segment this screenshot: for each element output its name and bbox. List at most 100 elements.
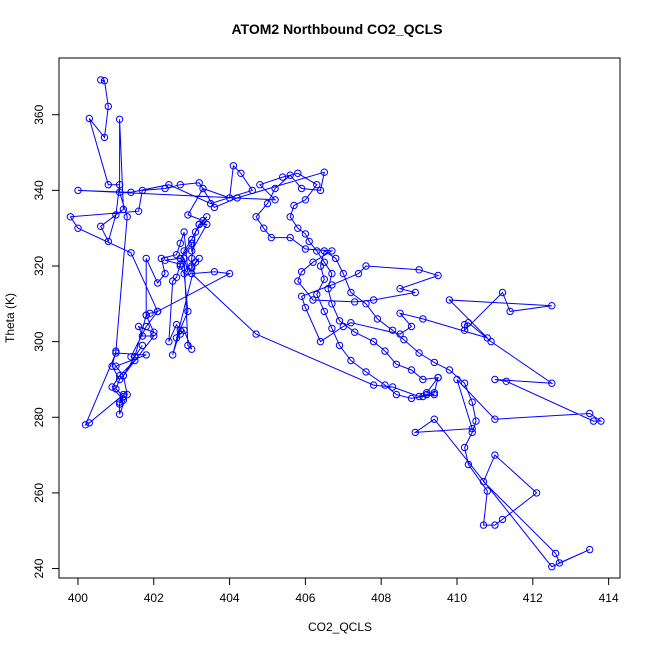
data-point <box>362 300 370 308</box>
data-point <box>430 358 438 367</box>
data-point <box>430 415 438 423</box>
data-point <box>180 247 188 255</box>
data-point <box>188 247 196 255</box>
data-point <box>362 368 370 376</box>
data-point <box>210 203 219 212</box>
data-series <box>66 76 605 571</box>
data-point <box>176 330 185 338</box>
data-point <box>460 379 469 387</box>
data-point <box>180 326 188 334</box>
data-point <box>169 351 177 359</box>
data-point <box>313 181 321 189</box>
data-point <box>108 362 116 370</box>
data-point <box>138 332 147 340</box>
data-point <box>161 269 169 278</box>
data-point <box>165 181 173 189</box>
data-point <box>335 341 344 350</box>
data-point <box>184 268 192 276</box>
data-point <box>180 254 188 263</box>
y-tick-label: 360 <box>32 104 46 124</box>
data-point <box>123 213 131 221</box>
data-point <box>165 337 173 346</box>
data-point <box>430 389 438 397</box>
data-point <box>119 390 128 399</box>
data-point <box>491 451 499 459</box>
data-point <box>453 375 461 384</box>
x-tick-label: 400 <box>68 591 88 605</box>
x-tick-label: 412 <box>523 591 543 605</box>
data-point <box>407 366 416 374</box>
data-point <box>491 375 499 384</box>
data-point <box>153 279 162 287</box>
data-point <box>445 296 454 304</box>
data-point <box>548 379 556 387</box>
data-point <box>460 326 469 334</box>
data-point <box>176 260 185 268</box>
data-point <box>434 271 442 280</box>
data-point <box>134 207 143 215</box>
data-point <box>100 133 109 142</box>
data-point <box>373 315 382 323</box>
data-point <box>199 216 207 225</box>
data-point <box>225 194 234 202</box>
data-point <box>172 320 181 329</box>
x-tick-label: 410 <box>447 591 467 605</box>
data-point <box>351 328 359 336</box>
data-point <box>142 322 150 331</box>
data-point <box>491 415 499 423</box>
data-point <box>97 222 105 231</box>
data-point <box>415 266 423 274</box>
data-point <box>161 184 169 193</box>
data-point <box>66 213 75 221</box>
data-point <box>115 375 124 384</box>
data-point <box>423 389 431 397</box>
data-point <box>392 360 401 368</box>
data-point <box>586 545 594 554</box>
data-point <box>339 322 347 331</box>
data-point <box>119 392 128 401</box>
data-point <box>191 228 200 236</box>
data-point <box>256 181 264 189</box>
data-point <box>419 392 427 401</box>
data-point <box>172 334 181 342</box>
data-point <box>176 254 185 263</box>
data-point <box>430 390 438 399</box>
x-tick-label: 408 <box>371 591 391 605</box>
data-point <box>74 186 82 195</box>
data-point <box>445 366 454 374</box>
y-tick-label: 240 <box>32 558 46 578</box>
data-point <box>104 181 113 189</box>
data-point <box>153 307 162 316</box>
data-point <box>176 239 185 248</box>
data-point <box>172 273 181 281</box>
data-point <box>362 262 370 270</box>
data-point <box>423 390 431 399</box>
data-point <box>191 258 200 266</box>
data-point <box>320 307 328 316</box>
data-point <box>597 417 605 425</box>
data-point <box>316 337 325 346</box>
data-point <box>415 392 423 401</box>
data-point <box>316 186 325 195</box>
y-tick-label: 300 <box>32 331 46 351</box>
data-point <box>127 188 135 197</box>
data-point <box>188 239 196 248</box>
data-point <box>184 341 192 350</box>
data-point <box>142 311 150 319</box>
data-point <box>169 277 177 285</box>
data-point <box>146 309 154 317</box>
data-point <box>468 398 476 406</box>
data-point <box>172 251 181 259</box>
data-point <box>142 351 150 359</box>
data-point <box>161 256 169 264</box>
data-point <box>301 303 310 312</box>
data-point <box>195 254 203 263</box>
data-point <box>115 115 124 124</box>
data-point <box>115 400 124 408</box>
data-point <box>134 322 143 331</box>
x-tick-label: 406 <box>295 591 315 605</box>
data-point <box>112 347 120 355</box>
data-point <box>271 184 279 193</box>
data-point <box>316 262 325 270</box>
data-point <box>589 417 598 425</box>
